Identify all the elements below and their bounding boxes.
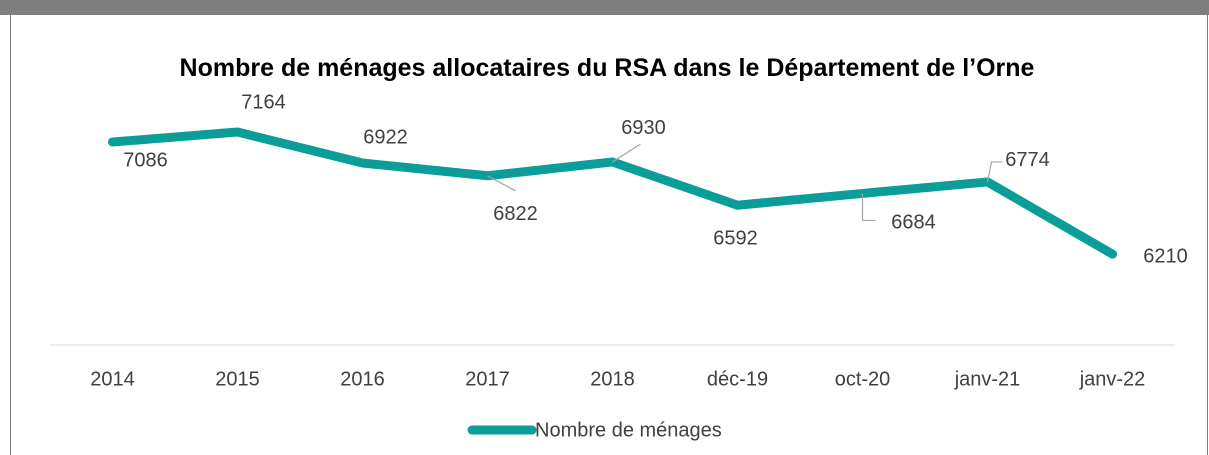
data-label: 6210 (1143, 245, 1188, 267)
x-tick-label: 2017 (465, 368, 510, 390)
leader-line (986, 161, 1003, 183)
x-tick-label: déc-19 (707, 368, 768, 390)
data-line (108, 127, 1117, 259)
data-label: 7164 (241, 91, 286, 113)
x-tick-label: janv-21 (954, 368, 1021, 390)
data-label: 6822 (493, 203, 538, 225)
leader-line (861, 193, 876, 222)
data-label: 6922 (363, 126, 408, 148)
x-tick-label: 2014 (90, 368, 135, 390)
x-tick-label: 2015 (215, 368, 260, 390)
chart-title: Nombre de ménages allocataires du RSA da… (179, 54, 1035, 82)
legend-label: Nombre de ménages (535, 419, 722, 441)
x-tick-label: 2018 (590, 368, 635, 390)
data-label: 6930 (621, 117, 666, 139)
leader-line (612, 143, 641, 163)
data-label: 6774 (1005, 149, 1050, 171)
data-label: 6592 (713, 228, 758, 250)
leader-line (487, 175, 516, 192)
x-tick-label: janv-22 (1079, 368, 1146, 390)
x-tick-label: oct-20 (835, 368, 891, 390)
x-tick-label: 2016 (340, 368, 385, 390)
data-label: 7086 (123, 149, 168, 171)
top-bar (0, 0, 1209, 15)
data-label: 6684 (891, 212, 936, 234)
